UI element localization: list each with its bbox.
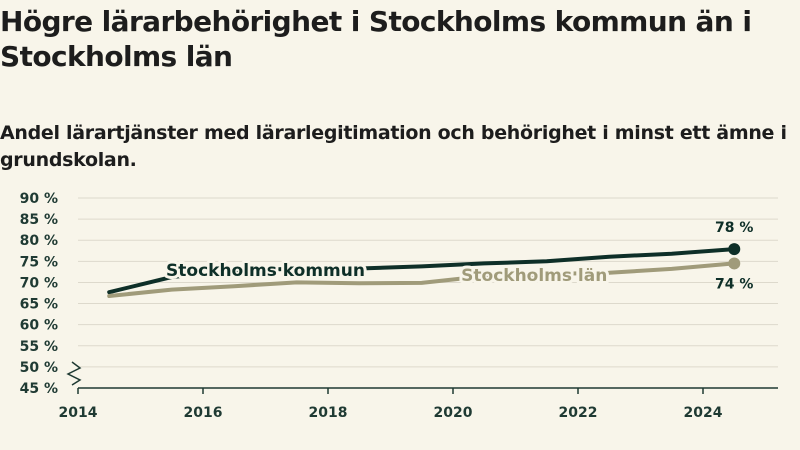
x-tick-label: 2018 xyxy=(309,405,348,421)
chart-title: Högre lärarbehörighet i Stockholms kommu… xyxy=(0,5,752,73)
series-label-kommun: Stockholms kommun xyxy=(166,261,365,281)
y-tick-label: 55 % xyxy=(20,339,58,355)
end-value-label-lan: 74 % xyxy=(715,276,753,292)
y-tick-label: 90 % xyxy=(20,191,58,207)
series-line-lan xyxy=(107,261,737,298)
y-tick-label: 60 % xyxy=(20,318,58,334)
y-tick-label: 75 % xyxy=(20,254,58,270)
x-axis xyxy=(66,361,778,394)
series-lines xyxy=(107,243,741,298)
y-tick-label: 70 % xyxy=(20,275,58,291)
x-tick-label: 2014 xyxy=(59,405,98,421)
series-label-lan: Stockholms län xyxy=(461,266,607,286)
y-tick-label: 65 % xyxy=(20,297,58,313)
series-line-kommun xyxy=(107,247,737,295)
y-axis-tick-labels: 45 % 50 % 55 % 60 % 65 % 70 % 75 % 80 % 85 % 90 % xyxy=(20,191,58,397)
chart-subtitle: Andel lärartjänster med lärarlegitimatio… xyxy=(0,122,787,171)
x-axis-tick-labels: 2014 2016 2018 2020 2022 2024 xyxy=(59,405,723,421)
end-value-label-kommun: 78 % xyxy=(715,220,753,236)
end-marker-lan xyxy=(728,257,741,270)
y-tick-label: 50 % xyxy=(20,360,58,376)
x-tick-label: 2016 xyxy=(184,405,223,421)
series-labels: Stockholms kommun Stockholms län 78 % 74 % xyxy=(163,220,753,292)
y-tick-label: 85 % xyxy=(20,212,58,228)
x-tick-label: 2024 xyxy=(684,405,723,421)
x-tick-label: 2020 xyxy=(434,405,473,421)
y-tick-label: 80 % xyxy=(20,233,58,249)
axis-break-icon xyxy=(66,361,82,386)
y-tick-label: 45 % xyxy=(20,381,58,397)
x-tick-label: 2022 xyxy=(559,405,598,421)
end-marker-kommun xyxy=(728,243,741,256)
